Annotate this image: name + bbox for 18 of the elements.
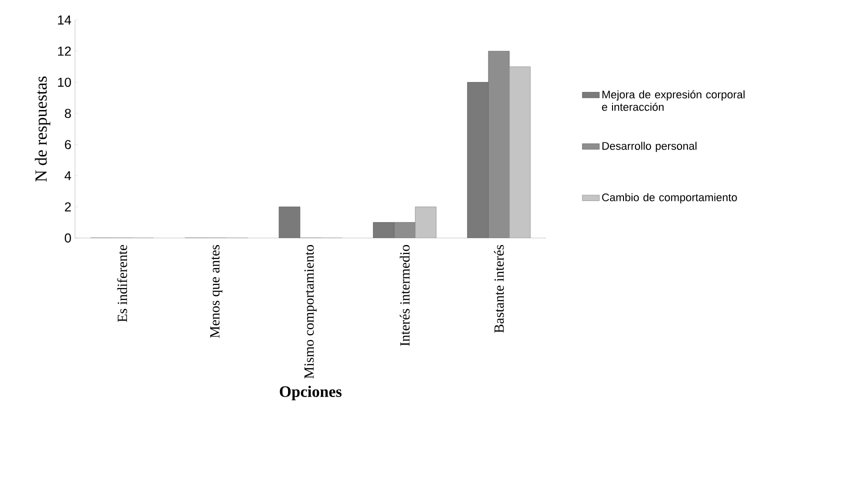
- x-tick-label: Menos que antes: [210, 245, 222, 338]
- x-tick-label: Es indiferente: [117, 245, 128, 322]
- x-tick-label: Mismo comportamiento: [304, 245, 317, 379]
- y-tick-label: 0: [64, 233, 71, 243]
- legend-label: Cambio de comportamiento: [602, 193, 737, 204]
- x-tick-label: Interés intermedio: [400, 245, 410, 346]
- y-axis-title: N de respuestas: [34, 76, 50, 182]
- x-tick-label: Bastante interés: [494, 245, 504, 333]
- y-tick-label: 10: [58, 78, 71, 87]
- legend-label: Desarrollo personal: [602, 142, 696, 152]
- y-tick-label: 14: [58, 16, 72, 24]
- x-axis-title: Opciones: [280, 386, 342, 400]
- y-tick-label: 8: [64, 108, 71, 118]
- y-tick-label: 12: [58, 46, 71, 56]
- legend-label: Mejora de expresión corporal e interacción: [602, 90, 745, 111]
- y-tick-label: 2: [64, 202, 71, 212]
- y-tick-label: 6: [64, 140, 71, 150]
- y-tick-label: 4: [64, 171, 72, 180]
